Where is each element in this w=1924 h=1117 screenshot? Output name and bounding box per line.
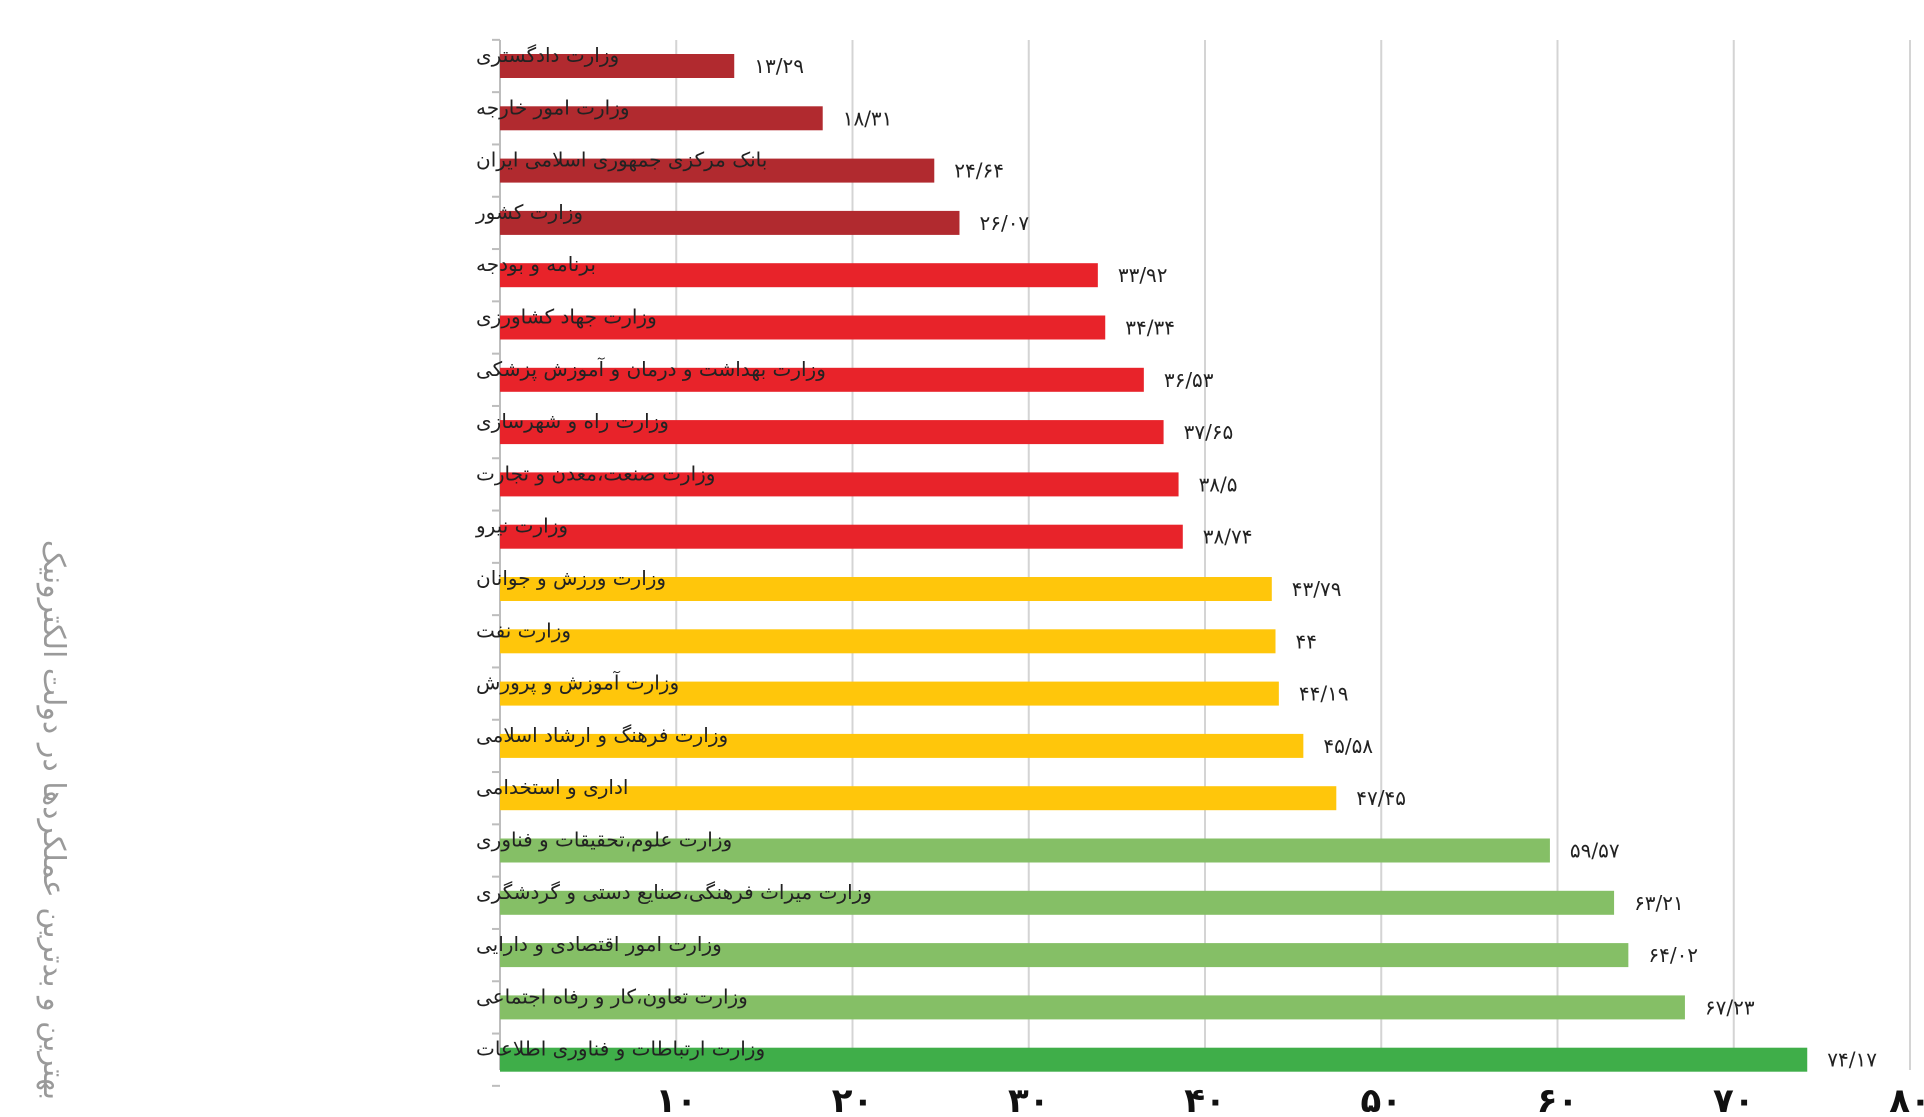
value-label-19: ۷۴/۱۷: [1827, 1048, 1877, 1072]
value-label-11: ۴۴: [1296, 629, 1317, 653]
category-label-19: وزارت ارتباطات و فناوری اطلاعات: [476, 1037, 765, 1061]
value-label-5: ۳۴/۳۴: [1125, 316, 1175, 340]
bar-1: [500, 106, 823, 131]
x-tick-labels: ۱۰ ۲۰ ۳۰ ۴۰ ۵۰ ۶۰ ۷۰ ۸۰: [655, 1081, 1924, 1117]
x-tick-label-30: ۳۰: [1008, 1081, 1050, 1117]
bar-14: [500, 786, 1337, 811]
category-label-17: وزارت امور اقتصادی و دارایی: [476, 932, 722, 956]
bar-16: [500, 890, 1615, 915]
category-label-2: بانک مرکزی جمهوری اسلامی ایران: [476, 148, 767, 172]
category-label-6: وزارت بهداشت و درمان و آموزش پزشکی: [476, 356, 826, 382]
value-label-15: ۵۹/۵۷: [1570, 839, 1620, 863]
value-label-12: ۴۴/۱۹: [1299, 682, 1349, 706]
category-label-13: وزارت فرهنگ و ارشاد اسلامی: [476, 723, 728, 747]
category-label-1: وزارت امور خارجه: [476, 95, 630, 119]
value-label-3: ۲۶/۰۷: [979, 211, 1029, 235]
bar-9: [500, 524, 1183, 549]
bar-7: [500, 420, 1164, 445]
bar-6: [500, 367, 1144, 392]
category-label-0: وزارت دادگستری: [476, 43, 619, 67]
bar-18: [500, 995, 1685, 1020]
category-label-16: وزارت میراث فرهنگی،صنایع دستی و گردشگری: [476, 880, 872, 904]
x-tick-label-40: ۴۰: [1184, 1081, 1226, 1117]
value-label-2: ۲۴/۶۴: [954, 159, 1004, 183]
chart-title: بهترین و بدترین عملکردها در دولت الکترون…: [36, 540, 71, 1100]
bar-2: [500, 158, 935, 183]
bar-13: [500, 733, 1304, 758]
bar-0: [500, 54, 735, 78]
category-label-11: وزارت نفت: [476, 618, 571, 642]
category-label-8: وزارت صنعت،معدن و تجارت: [476, 461, 715, 485]
value-label-1: ۱۸/۳۱: [843, 106, 893, 130]
value-label-4: ۳۳/۹۲: [1118, 263, 1168, 287]
bar-11: [500, 629, 1276, 654]
bar-4: [500, 263, 1098, 288]
value-label-0: ۱۳/۲۹: [754, 54, 804, 78]
category-label-9: وزارت نیرو: [475, 514, 568, 538]
bar-12: [500, 681, 1279, 706]
category-labels: وزارت دادگستری وزارت امور خارجه بانک مرکزی…: [475, 43, 872, 1061]
x-tick-label-70: ۷۰: [1713, 1081, 1755, 1117]
value-label-8: ۳۸/۵: [1199, 472, 1238, 496]
x-tick-label-80: ۸۰: [1889, 1081, 1924, 1117]
value-label-17: ۶۴/۰۲: [1648, 943, 1698, 967]
category-label-12: وزارت آموزش و پرورش: [476, 670, 679, 696]
category-label-14: اداری و استخدامی: [476, 775, 628, 799]
category-label-4: برنامه و بودجه: [476, 252, 596, 276]
category-label-7: وزارت راه و شهرسازی: [476, 409, 669, 433]
bar-19: [500, 1047, 1808, 1072]
value-label-14: ۴۷/۴۵: [1356, 786, 1406, 810]
category-label-10: وزارت ورزش و جوانان: [476, 566, 666, 590]
value-label-18: ۶۷/۲۳: [1705, 995, 1755, 1019]
bar-3: [500, 210, 960, 235]
bars: [500, 54, 1808, 1072]
value-label-7: ۳۷/۶۵: [1184, 420, 1234, 444]
x-tick-label-50: ۵۰: [1360, 1081, 1402, 1117]
bar-17: [500, 943, 1629, 968]
value-label-13: ۴۵/۵۸: [1323, 734, 1373, 758]
category-label-18: وزارت تعاون،کار و رفاه اجتماعی: [476, 984, 748, 1008]
bar-15: [500, 838, 1550, 863]
x-tick-label-10: ۱۰: [655, 1081, 697, 1117]
value-label-9: ۳۸/۷۴: [1203, 525, 1253, 549]
value-label-10: ۴۳/۷۹: [1292, 577, 1342, 601]
category-axis: [492, 38, 501, 1087]
category-label-5: وزارت جهاد کشاورزی: [476, 305, 657, 329]
x-tick-label-20: ۲۰: [832, 1081, 874, 1117]
x-tick-label-60: ۶۰: [1537, 1081, 1579, 1117]
gridlines: [675, 40, 1911, 1070]
bar-5: [500, 315, 1106, 340]
value-label-16: ۶۳/۲۱: [1634, 891, 1684, 915]
category-label-3: وزارت کشور: [475, 200, 583, 224]
value-label-6: ۳۶/۵۳: [1164, 368, 1214, 392]
bar-8: [500, 472, 1179, 497]
bar-10: [500, 577, 1272, 601]
value-labels: ۱۳/۲۹ ۱۸/۳۱ ۲۴/۶۴ ۲۶/۰۷ ۳۳/۹۲ ۳۴/۳۴ ۳۶/۵۳ ۳۷/۶۵…: [754, 54, 1877, 1072]
category-label-15: وزارت علوم،تحقیقات و فناوری: [476, 828, 732, 852]
